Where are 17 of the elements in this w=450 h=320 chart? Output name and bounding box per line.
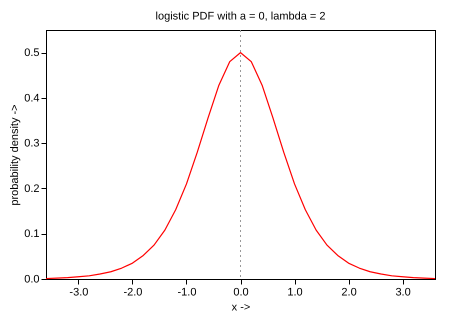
y-axis-title: probability density -> — [9, 104, 22, 206]
y-tick-label: 0.4 — [24, 92, 40, 104]
x-tick-label: 2.0 — [341, 286, 357, 298]
x-tick-label: -2.0 — [123, 286, 142, 298]
x-axis-title: x -> — [232, 302, 250, 314]
y-tick-label: 0.5 — [24, 47, 40, 60]
y-tick-label: 0.3 — [24, 138, 40, 150]
x-tick-label: 1.0 — [287, 286, 303, 298]
y-tick-label: 0.2 — [24, 182, 40, 195]
chart-title: logistic PDF with a = 0, lambda = 2 — [156, 10, 326, 22]
x-tick-label: 0.0 — [233, 286, 249, 298]
line-series — [45, 52, 436, 280]
x-tick-label: 3.0 — [395, 286, 411, 298]
y-tick-label: 0.1 — [24, 228, 40, 240]
x-tick-label: -1.0 — [177, 286, 196, 298]
x-tick-label: -3.0 — [69, 286, 88, 298]
y-tick-label: 0.0 — [24, 274, 40, 286]
